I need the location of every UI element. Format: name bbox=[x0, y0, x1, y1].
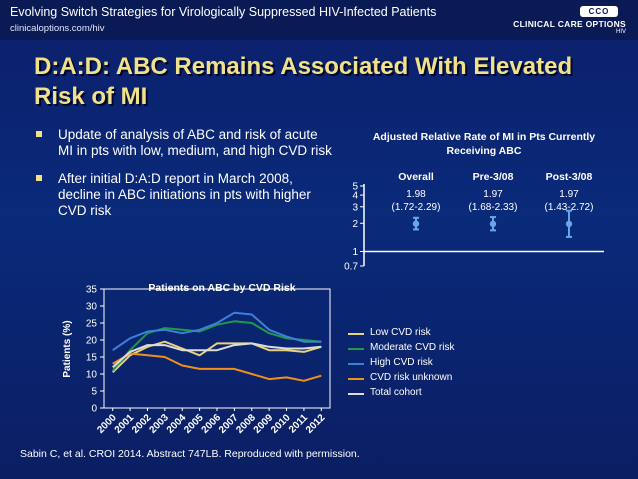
legend-swatch bbox=[348, 378, 364, 380]
series-line bbox=[112, 311, 322, 352]
rr-ci-label: (1.43-2.72) bbox=[544, 202, 594, 213]
y-tick-label: 15 bbox=[86, 353, 98, 364]
rr-category-label: Overall bbox=[398, 171, 434, 183]
rr-value-label: 1.97 bbox=[559, 189, 579, 200]
rr-column-overall: Overall 1.98 (1.72-2.29) bbox=[371, 171, 461, 214]
legend-label: High CVD risk bbox=[370, 357, 433, 368]
y-tick-label: 0 bbox=[91, 404, 97, 415]
bullet-square-icon bbox=[36, 175, 42, 181]
legend-swatch bbox=[348, 348, 364, 350]
bullet-item: After initial D:A:D report in March 2008… bbox=[34, 171, 334, 219]
legend-item: CVD risk unknown bbox=[348, 372, 454, 387]
rr-tick-label: 1 bbox=[352, 247, 358, 258]
cco-logo: CCO CLINICAL CARE OPTIONS HIV bbox=[513, 6, 626, 35]
y-tick-label: 35 bbox=[86, 285, 98, 296]
legend-swatch bbox=[348, 363, 364, 365]
rr-tick-label: 3 bbox=[352, 202, 358, 213]
legend-item: Total cohort bbox=[348, 387, 454, 402]
legend-swatch bbox=[348, 393, 364, 395]
bullet-text: Update of analysis of ABC and risk of ac… bbox=[58, 127, 332, 158]
series-line bbox=[112, 340, 322, 374]
bullet-item: Update of analysis of ABC and risk of ac… bbox=[34, 127, 334, 159]
rr-value-label: 1.98 bbox=[406, 189, 426, 200]
rr-value-label: 1.97 bbox=[483, 189, 503, 200]
rr-category-label: Post-3/08 bbox=[545, 171, 593, 183]
legend-item: Moderate CVD risk bbox=[348, 342, 454, 357]
bullet-square-icon bbox=[36, 131, 42, 137]
line-chart-title: Patients on ABC by CVD Risk bbox=[148, 282, 295, 294]
rr-ci-label: (1.68-2.33) bbox=[468, 202, 518, 213]
legend-label: Total cohort bbox=[370, 387, 422, 398]
legend-swatch bbox=[348, 333, 364, 335]
series-line bbox=[112, 352, 322, 382]
site-url[interactable]: clinicaloptions.com/hiv bbox=[10, 23, 105, 34]
rr-ci-label: (1.72-2.29) bbox=[391, 202, 441, 213]
header-bar: Evolving Switch Strategies for Virologic… bbox=[0, 0, 638, 40]
rr-point bbox=[565, 220, 573, 228]
x-tick-label: 2012 bbox=[304, 412, 328, 436]
rr-point bbox=[489, 220, 497, 228]
legend-label: Low CVD risk bbox=[370, 327, 431, 338]
course-title: Evolving Switch Strategies for Virologic… bbox=[10, 5, 437, 19]
rr-category-label: Pre-3/08 bbox=[472, 171, 514, 183]
logo-badge: CCO bbox=[580, 6, 618, 17]
bullet-text: After initial D:A:D report in March 2008… bbox=[58, 171, 311, 218]
rr-tick-label: 5 bbox=[352, 182, 358, 193]
rr-column-pre: Pre-3/08 1.97 (1.68-2.33) bbox=[448, 171, 538, 214]
y-axis-label: Patients (%) bbox=[62, 320, 73, 377]
logo-sub: HIV bbox=[615, 29, 626, 35]
legend-item: Low CVD risk bbox=[348, 327, 454, 342]
y-tick-label: 10 bbox=[86, 370, 98, 381]
legend-label: Moderate CVD risk bbox=[370, 342, 455, 353]
slide-title: D:A:D: ABC Remains Associated With Eleva… bbox=[34, 53, 573, 110]
citation: Sabin C, et al. CROI 2014. Abstract 747L… bbox=[20, 448, 360, 460]
line-legend: Low CVD risk Moderate CVD risk High CVD … bbox=[348, 327, 454, 402]
series-line bbox=[112, 342, 322, 368]
bullet-list: Update of analysis of ABC and risk of ac… bbox=[34, 127, 334, 231]
series-line bbox=[111, 320, 322, 372]
rr-tick-label: 2 bbox=[352, 219, 358, 230]
rr-chart-title: Adjusted Relative Rate of MI in Pts Curr… bbox=[372, 131, 596, 157]
logo-name: CLINICAL CARE OPTIONS bbox=[513, 19, 626, 29]
rr-column-post: Post-3/08 1.97 (1.43-2.72) bbox=[524, 171, 614, 214]
legend-label: CVD risk unknown bbox=[370, 372, 453, 383]
y-tick-label: 25 bbox=[86, 319, 98, 330]
y-tick-label: 20 bbox=[86, 336, 98, 347]
y-tick-label: 30 bbox=[86, 302, 98, 313]
y-tick-label: 5 bbox=[91, 387, 97, 398]
legend-item: High CVD risk bbox=[348, 357, 454, 372]
rr-tick-label: 4 bbox=[352, 191, 358, 202]
rr-tick-label: 0.7 bbox=[344, 262, 358, 273]
rr-point bbox=[412, 220, 420, 227]
